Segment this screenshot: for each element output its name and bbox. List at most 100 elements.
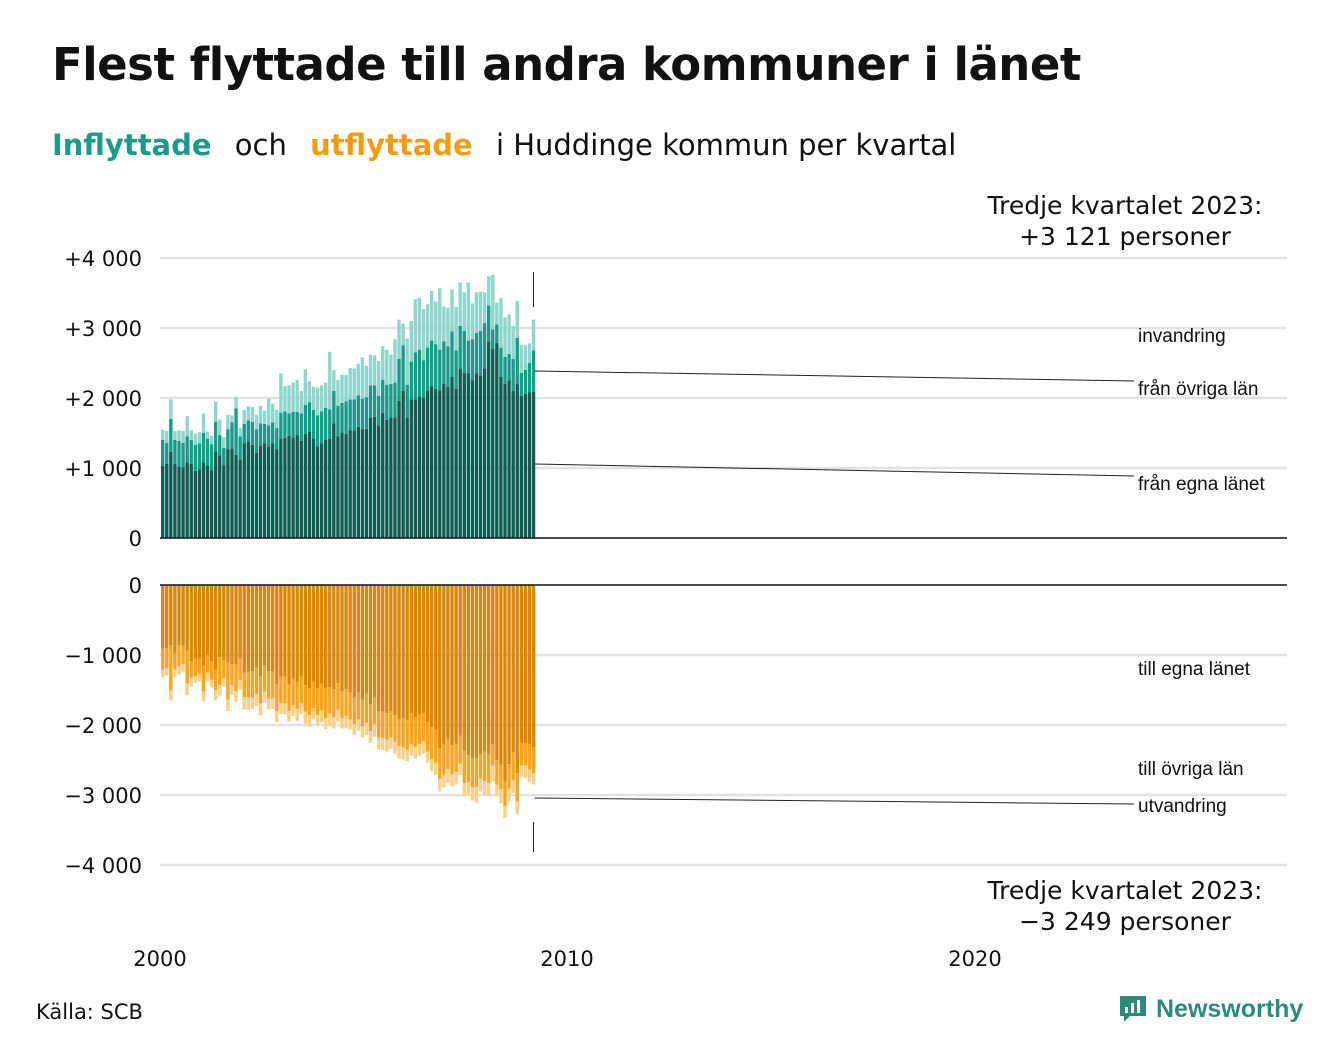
bar-till-ovriga-lan — [409, 713, 413, 744]
bar-till-egna-lanet — [470, 585, 475, 758]
bar-fran-egna-lanet — [328, 438, 332, 538]
bar-till-ovriga-lan — [177, 645, 181, 667]
bar-fran-egna-lanet — [531, 391, 536, 538]
bar-invandring — [319, 385, 324, 412]
bar-till-egna-lanet — [226, 585, 230, 662]
bar-fran-egna-lanet — [413, 399, 418, 538]
bar-fran-egna-lanet — [454, 388, 458, 538]
bar-till-ovriga-lan — [531, 747, 536, 774]
bar-fran-egna-lanet — [348, 430, 352, 538]
bar-utvandring — [299, 703, 303, 714]
bar-utvandring — [503, 806, 507, 819]
bar-till-ovriga-lan — [478, 754, 483, 779]
bar-till-ovriga-lan — [397, 719, 401, 746]
bar-till-ovriga-lan — [340, 691, 344, 718]
bar-invandring — [446, 307, 450, 347]
bar-till-egna-lanet — [421, 585, 426, 714]
bar-invandring — [271, 403, 275, 423]
bar-invandring — [209, 435, 214, 445]
bar-till-egna-lanet — [177, 585, 181, 646]
bar-fran-ovriga-lan — [319, 411, 324, 444]
bar-till-ovriga-lan — [311, 681, 316, 709]
bar-till-ovriga-lan — [454, 743, 458, 772]
bar-invandring — [360, 357, 365, 399]
bar-utvandring — [319, 710, 324, 723]
bar-utvandring — [279, 703, 283, 714]
bar-invandring — [499, 297, 503, 348]
brand-name: Newsworthy — [1156, 994, 1304, 1023]
bar-utvandring — [531, 773, 536, 785]
bar-till-egna-lanet — [352, 585, 356, 698]
bar-till-egna-lanet — [482, 585, 487, 752]
bar-till-ovriga-lan — [360, 699, 365, 727]
bar-till-egna-lanet — [429, 585, 434, 728]
bar-invandring — [352, 368, 356, 400]
bar-fran-egna-lanet — [189, 463, 193, 538]
bar-invandring — [385, 349, 389, 385]
bar-till-ovriga-lan — [262, 665, 267, 692]
bar-till-ovriga-lan — [234, 664, 238, 692]
bar-fran-ovriga-lan — [495, 324, 499, 343]
bar-till-egna-lanet — [328, 585, 332, 688]
bar-till-ovriga-lan — [230, 664, 234, 686]
bar-till-egna-lanet — [275, 585, 279, 685]
bar-fran-egna-lanet — [213, 451, 218, 538]
bar-invandring — [218, 419, 222, 436]
bar-fran-egna-lanet — [340, 432, 344, 538]
bar-invandring — [283, 386, 287, 412]
bar-till-egna-lanet — [340, 585, 344, 692]
bar-till-egna-lanet — [173, 585, 177, 654]
bar-invandring — [262, 410, 267, 424]
bar-till-ovriga-lan — [250, 671, 255, 698]
bar-till-ovriga-lan — [495, 760, 499, 785]
bar-till-egna-lanet — [405, 585, 409, 721]
bar-invandring — [234, 397, 238, 409]
bar-till-egna-lanet — [230, 585, 234, 665]
bar-fran-ovriga-lan — [487, 305, 491, 342]
bar-invandring — [324, 382, 328, 408]
bar-till-egna-lanet — [434, 585, 438, 730]
bar-utvandring — [185, 683, 189, 695]
newsworthy-logo-icon — [1120, 996, 1146, 1022]
bar-till-ovriga-lan — [421, 713, 426, 742]
bar-fran-ovriga-lan — [169, 419, 173, 452]
bar-utvandring — [315, 715, 320, 726]
bar-utvandring — [372, 724, 377, 737]
bar-fran-egna-lanet — [503, 384, 507, 538]
bar-fran-ovriga-lan — [242, 423, 246, 444]
bar-invandring — [315, 387, 320, 416]
bottom-y-tick-label: −2 000 — [64, 714, 142, 738]
bar-fran-egna-lanet — [287, 435, 291, 538]
bar-fran-ovriga-lan — [409, 361, 413, 400]
bar-fran-egna-lanet — [478, 375, 483, 538]
bar-utvandring — [226, 699, 230, 711]
bar-till-ovriga-lan — [181, 645, 185, 665]
bar-till-ovriga-lan — [356, 692, 360, 720]
bar-till-egna-lanet — [295, 585, 299, 683]
bar-fran-ovriga-lan — [336, 405, 340, 437]
bar-fran-egna-lanet — [507, 380, 511, 538]
bar-utvandring — [511, 780, 515, 793]
bar-till-egna-lanet — [425, 585, 430, 723]
bar-fran-ovriga-lan — [421, 360, 426, 398]
bar-utvandring — [474, 787, 479, 803]
bar-fran-ovriga-lan — [226, 429, 230, 450]
bar-invandring — [165, 430, 169, 443]
bar-till-ovriga-lan — [193, 658, 197, 676]
bar-fran-ovriga-lan — [177, 440, 181, 467]
bar-utvandring — [438, 778, 442, 792]
bar-till-ovriga-lan — [434, 729, 438, 763]
bar-till-egna-lanet — [258, 585, 263, 677]
bottom-series-label: till egna länet — [1138, 659, 1251, 680]
bar-fran-egna-lanet — [519, 395, 523, 538]
bar-fran-egna-lanet — [311, 438, 316, 538]
bar-invandring — [507, 314, 511, 354]
bar-till-egna-lanet — [222, 585, 226, 660]
bar-utvandring — [409, 743, 413, 756]
bar-invandring — [311, 386, 316, 410]
bar-utvandring — [271, 698, 275, 709]
bar-till-ovriga-lan — [242, 672, 246, 697]
bar-till-ovriga-lan — [328, 687, 332, 714]
bar-fran-ovriga-lan — [401, 345, 405, 391]
bar-utvandring — [425, 751, 430, 763]
